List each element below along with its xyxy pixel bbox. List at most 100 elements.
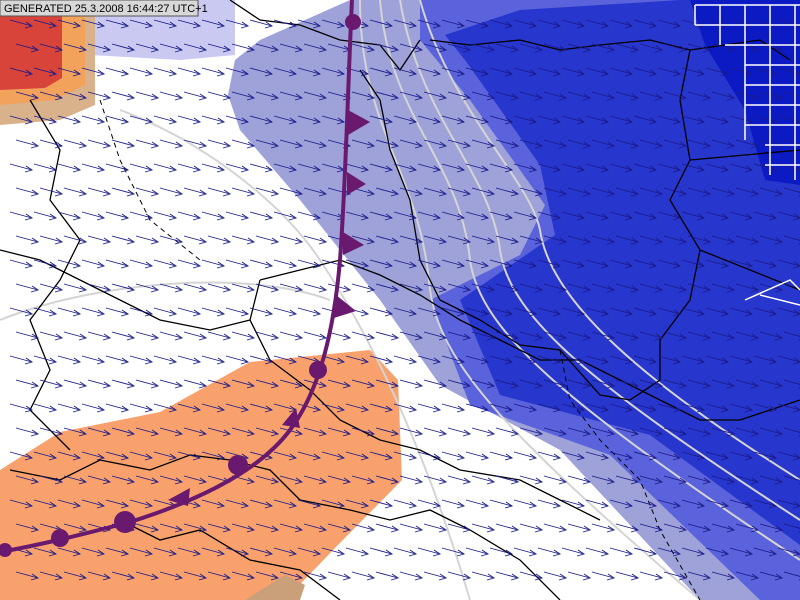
wind-arrow xyxy=(417,259,442,269)
wind-arrow xyxy=(519,523,544,533)
wind-arrow xyxy=(729,499,754,509)
wind-arrow xyxy=(729,547,754,557)
wind-arrow xyxy=(513,259,538,269)
wind-arrow xyxy=(393,403,418,413)
wind-arrow xyxy=(543,331,568,341)
wind-arrow xyxy=(105,163,130,173)
wind-arrow xyxy=(441,307,466,317)
wind-arrow xyxy=(537,547,562,557)
wind-arrow xyxy=(111,139,136,149)
wind-arrow xyxy=(543,379,568,389)
wind-arrow xyxy=(87,43,112,53)
wind-arrow xyxy=(369,355,394,365)
wind-arrow xyxy=(81,451,106,461)
border xyxy=(249,279,601,521)
wind-arrow xyxy=(177,211,202,221)
wind-arrow xyxy=(255,91,280,101)
wind-arrow xyxy=(183,523,208,533)
wind-arrow xyxy=(81,355,106,365)
wind-arrow xyxy=(705,403,730,413)
wind-arrow xyxy=(585,19,610,29)
wind-arrow xyxy=(33,355,58,365)
wind-arrow xyxy=(183,43,208,53)
wind-arrow xyxy=(639,91,664,101)
wind-arrow xyxy=(135,187,160,197)
wind-arrow xyxy=(135,571,160,581)
wind-arrow xyxy=(609,355,634,365)
wind-arrow xyxy=(57,307,82,317)
wind-arrow xyxy=(657,355,682,365)
wind-arrow xyxy=(729,355,754,365)
wind-arrow xyxy=(321,403,346,413)
wind-arrow xyxy=(153,547,178,557)
wind-arrow xyxy=(687,235,712,245)
wind-arrow xyxy=(423,283,448,293)
wind-arrow xyxy=(585,307,610,317)
wind-arrow xyxy=(351,331,376,341)
wind-arrow xyxy=(9,451,34,461)
wind-arrow xyxy=(561,355,586,365)
wind-arrow xyxy=(441,499,466,509)
occluded-front xyxy=(0,0,354,554)
wind-arrow xyxy=(129,163,154,173)
wind-arrow xyxy=(495,139,520,149)
wind-arrow xyxy=(495,571,520,581)
isotherm xyxy=(359,0,701,600)
wind-arrow xyxy=(135,43,160,53)
wind-arrow xyxy=(375,523,400,533)
wind-arrow xyxy=(639,139,664,149)
wind-arrow xyxy=(9,19,34,29)
wind-arrow xyxy=(39,187,64,197)
wind-arrow xyxy=(81,19,106,29)
wind-arrow xyxy=(249,355,274,365)
wind-arrow xyxy=(471,187,496,197)
wind-arrow xyxy=(495,331,520,341)
wind-arrow xyxy=(105,547,130,557)
wind-arrow xyxy=(231,91,256,101)
wind-arrow xyxy=(681,115,706,125)
wind-arrow xyxy=(657,547,682,557)
wind-arrow xyxy=(423,139,448,149)
wind-arrow xyxy=(519,235,544,245)
wind-arrow xyxy=(63,235,88,245)
wind-arrow xyxy=(561,451,586,461)
wind-arrow xyxy=(657,211,682,221)
wind-arrow xyxy=(681,355,706,365)
wind-arrow xyxy=(393,499,418,509)
wind-arrow xyxy=(471,235,496,245)
wind-arrow xyxy=(783,187,800,197)
wind-arrow xyxy=(225,115,250,125)
wind-arrow xyxy=(639,43,664,53)
wind-arrow xyxy=(447,283,472,293)
wind-arrow xyxy=(87,475,112,485)
wind-arrow xyxy=(663,187,688,197)
front-triangle xyxy=(348,110,370,135)
wind-arrow xyxy=(279,571,304,581)
wind-arrow xyxy=(753,547,778,557)
wind-arrow xyxy=(135,283,160,293)
wind-arrow xyxy=(369,547,394,557)
wind-arrow xyxy=(105,355,130,365)
wind-arrow xyxy=(735,379,760,389)
wind-arrow xyxy=(681,403,706,413)
wind-arrow xyxy=(375,331,400,341)
wind-arrow xyxy=(177,163,202,173)
wind-arrow xyxy=(375,427,400,437)
wind-arrow xyxy=(201,451,226,461)
wind-arrow xyxy=(783,427,800,437)
wind-arrow xyxy=(783,523,800,533)
wind-arrow xyxy=(273,211,298,221)
wind-arrow xyxy=(159,187,184,197)
wind-arrow xyxy=(585,211,610,221)
wind-arrow xyxy=(657,259,682,269)
wind-arrow xyxy=(465,19,490,29)
wind-arrow xyxy=(591,571,616,581)
wind-arrow xyxy=(729,259,754,269)
wind-arrows xyxy=(9,19,800,581)
wind-arrow xyxy=(249,259,274,269)
wind-arrow xyxy=(279,139,304,149)
wind-arrow xyxy=(375,139,400,149)
wind-arrow xyxy=(231,235,256,245)
front-symbols xyxy=(0,14,370,557)
wind-arrow xyxy=(159,235,184,245)
